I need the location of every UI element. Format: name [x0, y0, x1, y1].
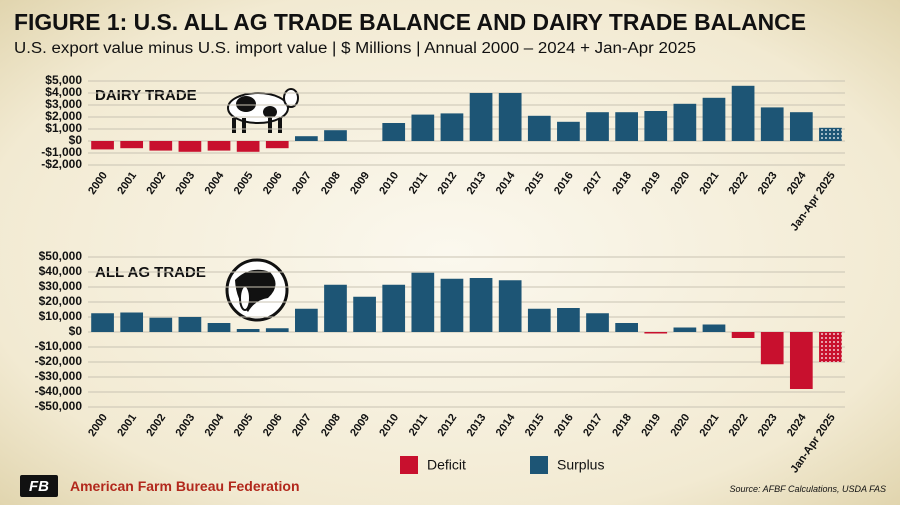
y-tick-label: $30,000: [39, 279, 83, 293]
bar: [586, 112, 609, 141]
y-tick-label: -$50,000: [35, 399, 83, 413]
bar: [149, 317, 173, 332]
bar: [411, 272, 435, 332]
bar: [789, 112, 813, 141]
bar: [382, 123, 406, 141]
bar: [557, 308, 580, 332]
y-tick-label: -$1,000: [41, 145, 82, 159]
bar: [819, 332, 842, 362]
org-name: American Farm Bureau Federation: [70, 478, 300, 494]
y-tick-label: -$2,000: [41, 157, 82, 171]
y-tick-label: -$20,000: [35, 354, 83, 368]
title: FIGURE 1: U.S. ALL AG TRADE BALANCE AND …: [14, 9, 806, 35]
bar: [178, 141, 202, 152]
subtitle: U.S. export value minus U.S. import valu…: [14, 40, 696, 57]
y-tick-label: $10,000: [39, 309, 83, 323]
y-tick-label: $20,000: [39, 294, 83, 308]
bar: [673, 103, 697, 141]
bar: [644, 111, 668, 141]
bar: [557, 121, 580, 141]
globe-icon: [225, 258, 289, 322]
y-tick-label: -$40,000: [35, 384, 83, 398]
logo: FB: [20, 475, 58, 497]
bar: [527, 115, 551, 141]
bar: [120, 141, 144, 149]
bar: [91, 313, 114, 332]
y-tick-label: $3,000: [45, 97, 82, 111]
y-tick-label: $4,000: [45, 85, 82, 99]
bar: [673, 327, 697, 332]
bar: [382, 284, 406, 332]
bar: [353, 296, 376, 332]
legend-label: Deficit: [427, 457, 466, 473]
bar: [702, 97, 726, 141]
y-tick-label: $5,000: [45, 73, 82, 87]
bar: [760, 107, 784, 141]
bar: [149, 141, 173, 151]
bar: [295, 308, 318, 332]
bar: [265, 328, 289, 332]
bar: [731, 332, 755, 338]
y-tick-label: $0: [69, 324, 83, 338]
bar: [615, 112, 638, 141]
bar: [265, 141, 289, 149]
bar: [411, 114, 435, 141]
y-tick-label: -$30,000: [35, 369, 83, 383]
legend-swatch: [400, 456, 418, 474]
bar: [469, 93, 493, 141]
y-tick-label: $0: [69, 133, 83, 147]
bar: [324, 130, 347, 141]
legend-swatch: [530, 456, 548, 474]
bar: [498, 280, 522, 332]
svg-text:FB: FB: [29, 478, 49, 495]
bar: [615, 323, 638, 332]
bar: [819, 127, 842, 141]
bar: [295, 136, 318, 141]
bar: [586, 313, 609, 332]
bar: [207, 141, 231, 151]
bar: [469, 278, 493, 332]
bar: [207, 323, 231, 332]
bar: [440, 113, 464, 141]
bar: [789, 332, 813, 389]
bar: [178, 317, 202, 332]
y-tick-label: $1,000: [45, 121, 82, 135]
bar: [644, 332, 668, 334]
y-tick-label: $50,000: [39, 249, 83, 263]
chart-label: DAIRY TRADE: [95, 87, 197, 104]
bar: [702, 324, 726, 332]
bar: [498, 93, 522, 141]
legend-label: Surplus: [557, 457, 604, 473]
y-tick-label: $40,000: [39, 264, 83, 278]
y-tick-label: $2,000: [45, 109, 82, 123]
bar: [760, 332, 784, 365]
bar: [236, 329, 260, 332]
bar: [236, 141, 260, 152]
source: Source: AFBF Calculations, USDA FAS: [729, 484, 886, 494]
bar: [527, 308, 551, 332]
bar: [120, 312, 144, 332]
bar: [440, 278, 464, 332]
y-tick-label: -$10,000: [35, 339, 83, 353]
bar: [91, 141, 114, 150]
bar: [731, 85, 755, 141]
bar: [324, 284, 347, 332]
